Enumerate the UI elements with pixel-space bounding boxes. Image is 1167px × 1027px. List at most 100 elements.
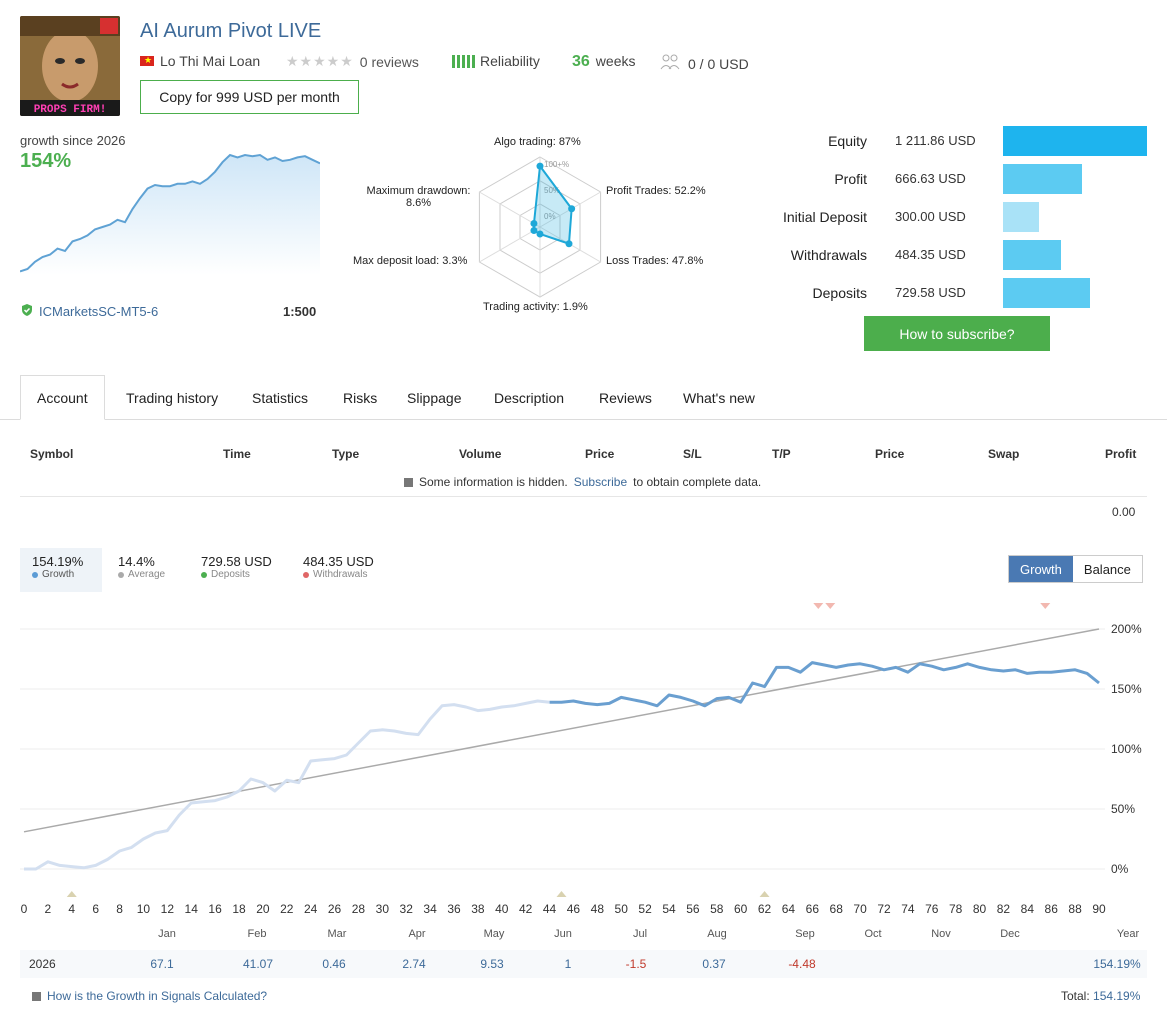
withdrawal-marker: [813, 603, 824, 609]
how-to-subscribe-button[interactable]: How to subscribe?: [864, 316, 1050, 351]
radar-spoke: [479, 191, 541, 228]
tab-trading-history[interactable]: Trading history: [126, 389, 219, 406]
balance-bar: [1003, 278, 1090, 308]
x-tick-label: 32: [399, 902, 413, 916]
reviews-count: 0 reviews: [359, 53, 419, 70]
balance-value: 484.35 USD: [895, 247, 966, 262]
y-tick-label: 200%: [1111, 622, 1142, 636]
balance-label: Withdrawals: [790, 247, 867, 263]
star-rating-icon: ★★★★★: [286, 53, 354, 69]
x-tick-label: 34: [423, 902, 437, 916]
stat-average: 14.4% Average: [106, 548, 186, 592]
x-tick-label: 56: [686, 902, 700, 916]
balance-label: Profit: [834, 171, 867, 187]
month-return: 1: [564, 957, 572, 971]
balance-value: 666.63 USD: [895, 171, 966, 186]
growth-line-recent: [549, 661, 1100, 708]
toggle-growth-button[interactable]: Growth: [1009, 556, 1073, 582]
x-tick-label: 64: [781, 902, 796, 916]
month-return: 67.1: [150, 957, 174, 971]
author[interactable]: ★ Lo Thi Mai Loan: [140, 53, 260, 69]
x-tick-label: 40: [495, 902, 509, 916]
author-name: Lo Thi Mai Loan: [160, 53, 261, 69]
copy-subscribe-button[interactable]: Copy for 999 USD per month: [140, 80, 359, 114]
growth-help-text: How is the Growth in Signals Calculated?: [47, 989, 268, 1003]
x-tick-label: 88: [1068, 902, 1082, 916]
x-tick-label: 70: [853, 902, 867, 916]
stat-withdrawals-label: Withdrawals: [313, 569, 368, 580]
radar-point: [536, 162, 544, 170]
x-tick-label: 62: [757, 902, 772, 916]
radar-point: [536, 230, 544, 238]
month-label: Dec: [1000, 928, 1020, 940]
radar-point: [530, 227, 538, 234]
radar-point: [568, 205, 576, 213]
reliability-bars-icon: [452, 54, 475, 68]
x-tick-label: 18: [232, 902, 246, 916]
balance-bar: [1003, 164, 1083, 194]
weeks-label: weeks: [595, 53, 636, 69]
x-tick-label: 4: [68, 902, 76, 916]
sparkline-area: [20, 155, 320, 275]
growth-chart: 200% 150% 100% 50% 0%: [20, 603, 1142, 897]
stat-growth-legend: Growth: [32, 569, 90, 580]
broker-name: ICMarketsSC-MT5-6: [39, 304, 159, 319]
withdrawal-marker: [1040, 603, 1051, 609]
help-square-icon: [32, 991, 41, 1001]
subscribe-link[interactable]: Subscribe: [573, 475, 628, 489]
avatar: PROPS FIRM!: [20, 16, 120, 116]
stat-growth[interactable]: 154.19% Growth: [20, 548, 102, 592]
signal-title: AI Aurum Pivot LIVE: [140, 20, 322, 42]
deposit-marker: [556, 891, 567, 897]
x-tick-label: 22: [280, 902, 294, 916]
growth-line-early: [24, 699, 550, 871]
x-tick-label: 24: [303, 902, 318, 916]
growth-help-link[interactable]: How is the Growth in Signals Calculated?: [32, 989, 267, 1003]
tab-bar: Account Trading history Statistics Risks…: [0, 375, 1167, 420]
y-tick-label: 50%: [1111, 802, 1135, 816]
tab-description[interactable]: Description: [494, 389, 565, 406]
radar-activity-label: Trading activity: 1.9%: [483, 301, 588, 313]
x-tick-label: 2: [44, 902, 52, 916]
broker-link[interactable]: ICMarketsSC-MT5-6: [20, 303, 158, 320]
month-return: 154.19%: [1093, 957, 1141, 971]
deposit-marker: [66, 891, 77, 897]
x-tick-label: 52: [638, 902, 652, 916]
radar-chart: 100+% 50% 0%: [478, 156, 602, 298]
col-time: Time: [223, 447, 251, 461]
tab-account[interactable]: Account: [20, 375, 105, 420]
withdrawal-marker: [825, 603, 836, 609]
tab-reviews[interactable]: Reviews: [599, 389, 652, 406]
average-dot-icon: [118, 571, 124, 578]
hidden-note-text: Some information is hidden.: [419, 475, 568, 489]
radar-spoke: [479, 226, 541, 263]
tab-whats-new[interactable]: What's new: [683, 389, 755, 406]
y-tick-label: 150%: [1111, 682, 1142, 696]
x-tick-label: 8: [116, 902, 123, 916]
x-tick-label: 54: [662, 902, 676, 916]
tab-slippage[interactable]: Slippage: [407, 389, 462, 406]
x-tick-label: 12: [160, 902, 174, 916]
tab-statistics[interactable]: Statistics: [252, 389, 309, 406]
rating[interactable]: ★★★★★ 0 reviews: [286, 53, 419, 70]
y-tick-label: 0%: [1111, 862, 1129, 876]
balance-bar: [1003, 202, 1039, 232]
deposit-marker: [759, 891, 770, 897]
balance-bar: [1003, 240, 1061, 270]
month-return: 9.53: [480, 957, 504, 971]
radar-algo-label: Algo trading: 87%: [494, 136, 581, 148]
stat-growth-label: Growth: [42, 569, 75, 580]
subscribers-icon: [660, 53, 680, 74]
col-volume: Volume: [459, 447, 502, 461]
toggle-balance-button[interactable]: Balance: [1083, 561, 1131, 577]
month-label: Jan: [158, 928, 176, 940]
chart-mode-toggle: Growth Balance: [1008, 555, 1143, 583]
tab-risks[interactable]: Risks: [343, 389, 378, 406]
growth-since-label: growth since 2026: [20, 133, 126, 148]
average-trend-line: [23, 628, 1100, 833]
growth-dot-icon: [32, 571, 38, 578]
month-return: 0.46: [322, 957, 346, 971]
radar-drawdown-title: Maximum drawdown:: [366, 185, 471, 197]
col-type: Type: [332, 447, 360, 461]
radar-point: [530, 220, 538, 227]
